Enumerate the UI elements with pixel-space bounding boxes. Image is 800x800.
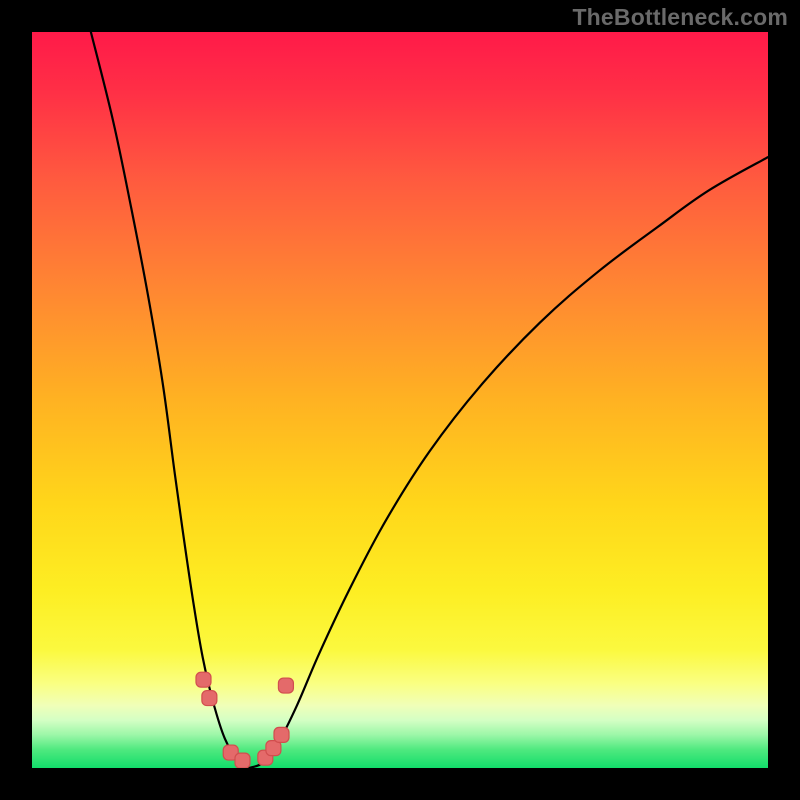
data-marker bbox=[202, 691, 217, 706]
data-marker bbox=[274, 727, 289, 742]
data-marker bbox=[278, 678, 293, 693]
gradient-background bbox=[32, 32, 768, 768]
data-marker bbox=[196, 672, 211, 687]
plot-svg bbox=[32, 32, 768, 768]
watermark-text: TheBottleneck.com bbox=[572, 4, 788, 31]
chart-frame: TheBottleneck.com bbox=[0, 0, 800, 800]
data-marker bbox=[235, 753, 250, 768]
plot-area bbox=[32, 32, 768, 768]
